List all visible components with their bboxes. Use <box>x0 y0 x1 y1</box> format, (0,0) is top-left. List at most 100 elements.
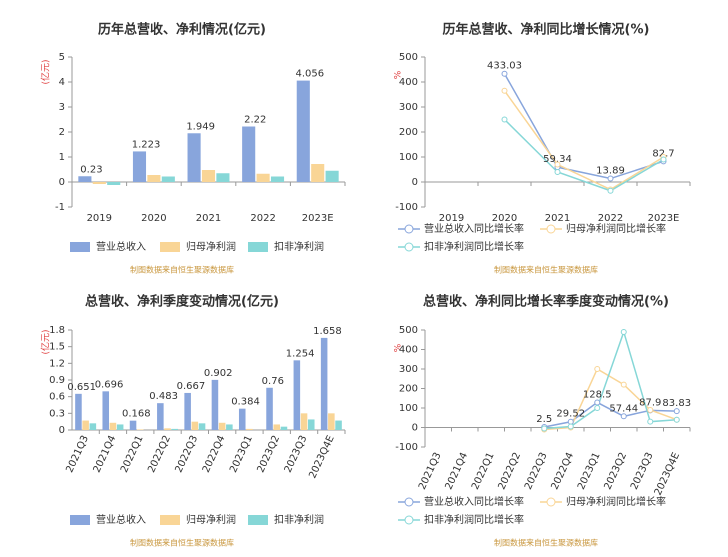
chart-title: 历年总营收、净利同比增长情况(%) <box>443 22 650 38</box>
bar <box>335 420 342 430</box>
source-note: 制图数据来自恒生聚源数据库 <box>130 538 234 548</box>
x-tick-label: 2021Q3 <box>417 451 444 492</box>
y-tick-label: 0.9 <box>49 375 65 386</box>
y-tick-label: 200 <box>399 127 418 138</box>
data-label: 0.651 <box>67 382 96 393</box>
x-tick-label: 2020 <box>492 213 517 224</box>
legend-label: 归母净利润同比增长率 <box>566 495 666 508</box>
y-tick-label: 200 <box>399 384 418 395</box>
x-tick-label: 2022Q4 <box>549 451 576 492</box>
chart-title: 总营收、净利季度变动情况(亿元) <box>85 294 279 310</box>
bar <box>280 426 288 430</box>
point <box>673 416 680 423</box>
bar <box>293 360 301 430</box>
point <box>594 366 601 372</box>
point <box>594 405 601 411</box>
x-tick-label: 2023Q1 <box>228 434 255 475</box>
bar <box>107 182 121 185</box>
data-label: 4.056 <box>296 69 325 80</box>
source-note: 制图数据来自恒生聚源数据库 <box>130 265 234 275</box>
legend-swatch <box>248 242 268 252</box>
point <box>554 169 561 175</box>
legend-marker <box>404 497 414 507</box>
legend-label: 营业总收入同比增长率 <box>424 495 524 508</box>
point <box>567 423 574 430</box>
x-tick-label: 2022 <box>598 213 623 224</box>
y-tick-label: 400 <box>399 77 418 88</box>
point <box>620 413 627 420</box>
data-label: 13.89 <box>596 166 625 177</box>
line <box>503 118 664 192</box>
bar <box>191 421 199 430</box>
bar <box>273 424 281 430</box>
point <box>620 381 627 388</box>
bar <box>89 423 97 430</box>
data-label: 1.254 <box>286 348 315 359</box>
data-label: 2.22 <box>244 115 266 126</box>
x-tick-label: 2022Q2 <box>496 451 523 492</box>
bar <box>198 423 206 430</box>
y-tick-label: -100 <box>395 202 418 213</box>
point <box>647 406 654 413</box>
x-tick-label: 2022Q4 <box>201 434 228 475</box>
data-label: 1.658 <box>313 326 342 337</box>
y-tick-label: -100 <box>395 442 418 453</box>
legend-swatch <box>160 515 180 525</box>
line <box>503 90 664 191</box>
x-tick-label: 2019 <box>87 213 112 224</box>
y-tick-label: 500 <box>399 52 418 63</box>
x-tick-label: 2023Q4E <box>307 434 336 480</box>
data-label: 57.44 <box>609 403 638 414</box>
bar <box>201 170 216 182</box>
data-label: 0.76 <box>262 376 284 387</box>
x-tick-label: 2022 <box>250 213 275 224</box>
point <box>594 399 601 406</box>
data-label: 0.384 <box>231 397 260 408</box>
point <box>660 156 667 163</box>
x-tick-label: 2023E <box>648 213 680 224</box>
x-tick-label: 2022Q1 <box>119 434 146 475</box>
point <box>501 87 508 94</box>
y-tick-label: -1 <box>55 202 65 213</box>
y-tick-label: 0 <box>59 425 65 436</box>
x-tick-label: 2021Q4 <box>92 434 119 475</box>
x-tick-label: 2023E <box>302 213 334 224</box>
bar <box>92 182 106 184</box>
data-label: 83.83 <box>662 398 691 409</box>
data-label: 59.34 <box>543 154 572 165</box>
y-tick-label: 100 <box>399 152 418 163</box>
bar <box>161 176 175 182</box>
legend-swatch <box>70 242 90 252</box>
y-tick-label: 4 <box>59 77 65 88</box>
point <box>673 408 680 415</box>
point <box>541 425 548 432</box>
y-tick-label: 300 <box>399 364 418 375</box>
y-tick-label: 500 <box>399 325 418 336</box>
x-tick-label: 2022Q3 <box>523 451 550 492</box>
bar <box>78 176 92 182</box>
legend-label: 营业总收入 <box>96 513 146 526</box>
data-label: 0.483 <box>149 391 178 402</box>
x-tick-label: 2023Q3 <box>629 451 656 492</box>
point <box>607 187 614 194</box>
bar <box>211 379 219 430</box>
line <box>544 401 677 428</box>
legend-label: 扣非净利润同比增长率 <box>424 240 524 253</box>
bar <box>307 419 315 430</box>
point <box>567 418 574 425</box>
y-axis-label: (亿元) <box>40 59 52 84</box>
data-label: 0.667 <box>177 381 206 392</box>
point <box>647 418 654 425</box>
bar <box>147 175 161 182</box>
point <box>607 175 614 182</box>
data-label: 2.5 <box>536 414 552 425</box>
point <box>501 70 508 77</box>
x-tick-label: 2022Q2 <box>146 434 173 475</box>
legend-marker <box>546 497 556 507</box>
data-label: 1.223 <box>132 139 161 150</box>
data-label: 433.03 <box>487 61 522 72</box>
y-tick-label: 0 <box>59 177 65 188</box>
y-tick-label: 1.5 <box>49 342 65 353</box>
source-note: 制图数据来自恒生聚源数据库 <box>494 265 598 275</box>
